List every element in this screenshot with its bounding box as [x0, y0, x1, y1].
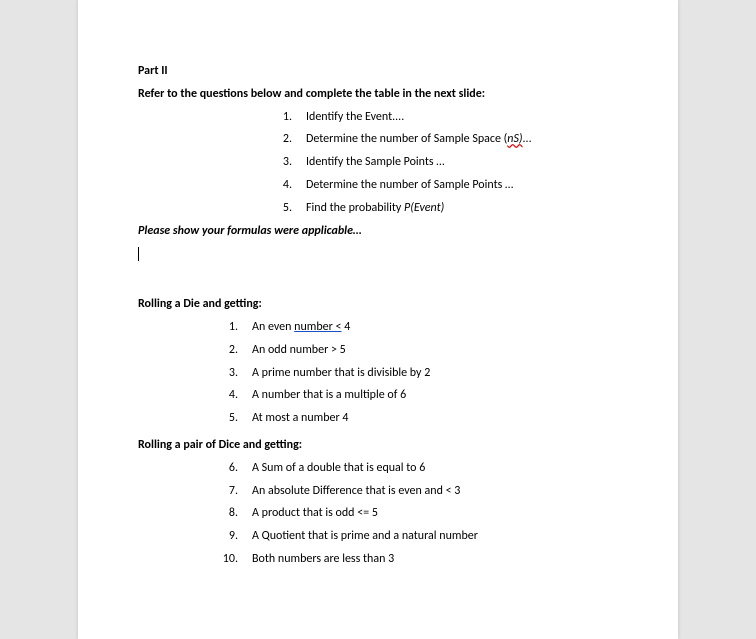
list-item: 9. A Quotient that is prime and a natura… [218, 525, 618, 548]
item-num: 2. [218, 339, 238, 362]
step-text-part: Find the probability [306, 201, 404, 215]
item-num: 8. [218, 502, 238, 525]
step-item: 5. Find the probability P(Event) [278, 197, 618, 220]
item-text-part: An even [252, 320, 294, 334]
document-page: Part II Refer to the questions below and… [78, 0, 678, 639]
q1-list: 1. An even number < 4 2. An odd number >… [218, 316, 618, 430]
item-num: 9. [218, 525, 238, 548]
step-num: 5. [278, 197, 292, 220]
q2-list: 6. A Sum of a double that is equal to 6 … [218, 457, 618, 571]
item-text: A number that is a multiple of 6 [252, 384, 406, 407]
item-num: 4. [218, 384, 238, 407]
item-num: 5. [218, 407, 238, 430]
step-text: Identify the Sample Points … [306, 151, 445, 174]
step-item: 4. Determine the number of Sample Points… [278, 174, 618, 197]
item-text: An odd number > 5 [252, 339, 346, 362]
list-item: 3. A prime number that is divisible by 2 [218, 362, 618, 385]
item-num: 1. [218, 316, 238, 339]
list-item: 2. An odd number > 5 [218, 339, 618, 362]
step-item: 3. Identify the Sample Points … [278, 151, 618, 174]
step-item: 1. Identify the Event.... [278, 106, 618, 129]
section2-title: Rolling a pair of Dice and getting: [138, 434, 618, 457]
item-text: An absolute Difference that is even and … [252, 480, 460, 503]
step-item: 2. Determine the number of Sample Space … [278, 128, 618, 151]
wavy-text: nS) [507, 132, 522, 146]
step-num: 2. [278, 128, 292, 151]
step-text: Determine the number of Sample Space (nS… [306, 128, 532, 151]
blue-underline-text: number < [294, 320, 341, 334]
step-text: Identify the Event.... [306, 106, 404, 129]
list-item: 10. Both numbers are less than 3 [218, 548, 618, 571]
item-num: 6. [218, 457, 238, 480]
step-num: 4. [278, 174, 292, 197]
item-text: Both numbers are less than 3 [252, 548, 394, 571]
part-title: Part II [138, 60, 618, 83]
item-text: An even number < 4 [252, 316, 350, 339]
item-text-part: 4 [342, 320, 351, 334]
spacer [138, 265, 618, 293]
intro-line: Refer to the questions below and complet… [138, 83, 618, 106]
steps-list: 1. Identify the Event.... 2. Determine t… [278, 106, 618, 220]
cursor-line[interactable] [138, 242, 618, 265]
item-text: A Sum of a double that is equal to 6 [252, 457, 425, 480]
step-text: Determine the number of Sample Points … [306, 174, 513, 197]
item-text: A Quotient that is prime and a natural n… [252, 525, 478, 548]
item-text: At most a number 4 [252, 407, 349, 430]
item-num: 3. [218, 362, 238, 385]
step-text: Find the probability P(Event) [306, 197, 444, 220]
item-num: 7. [218, 480, 238, 503]
text-cursor [138, 247, 139, 261]
list-item: 7. An absolute Difference that is even a… [218, 480, 618, 503]
list-item: 1. An even number < 4 [218, 316, 618, 339]
list-item: 4. A number that is a multiple of 6 [218, 384, 618, 407]
italic-text: P(Event) [404, 201, 444, 215]
step-num: 1. [278, 106, 292, 129]
step-num: 3. [278, 151, 292, 174]
item-num: 10. [218, 548, 238, 571]
list-item: 5. At most a number 4 [218, 407, 618, 430]
item-text: A product that is odd <= 5 [252, 502, 378, 525]
section1-title: Rolling a Die and getting: [138, 293, 618, 316]
list-item: 6. A Sum of a double that is equal to 6 [218, 457, 618, 480]
step-text-part: ... [523, 132, 532, 146]
note-line: Please show your formulas were applicabl… [138, 220, 618, 243]
step-text-part: Determine the number of Sample Space ( [306, 132, 507, 146]
list-item: 8. A product that is odd <= 5 [218, 502, 618, 525]
item-text: A prime number that is divisible by 2 [252, 362, 430, 385]
